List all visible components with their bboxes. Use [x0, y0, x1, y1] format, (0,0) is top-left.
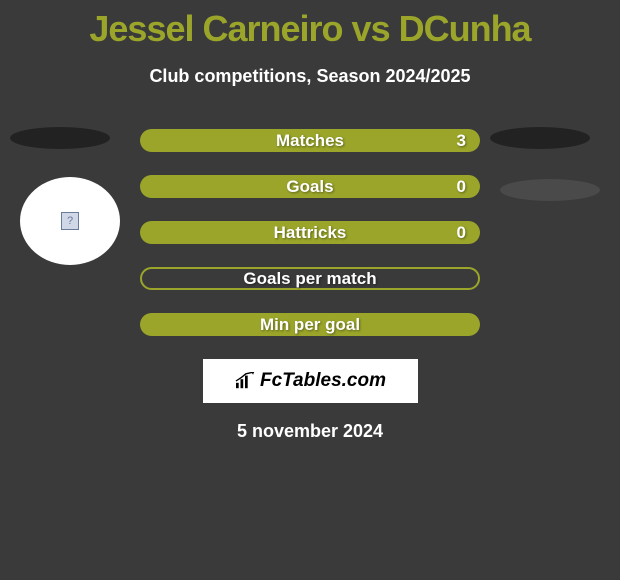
fctables-logo[interactable]: FcTables.com [203, 359, 418, 403]
comparison-subtitle: Club competitions, Season 2024/2025 [0, 66, 620, 87]
stat-row: Goals per match [0, 267, 620, 290]
stat-bar-goals-per-match: Goals per match [140, 267, 480, 290]
comparison-date: 5 november 2024 [0, 421, 620, 442]
stat-row: Min per goal [0, 313, 620, 336]
comparison-card: ? Jessel Carneiro vs DCunha Club competi… [0, 0, 620, 442]
stat-value: 3 [457, 131, 466, 151]
stat-label: Goals [286, 177, 333, 197]
stats-list: Matches 3 Goals 0 Hattricks 0 Goals per … [0, 129, 620, 336]
stat-label: Goals per match [243, 269, 376, 289]
stat-row: Matches 3 [0, 129, 620, 152]
stat-bar-goals: Goals 0 [140, 175, 480, 198]
stat-bar-hattricks: Hattricks 0 [140, 221, 480, 244]
stat-bar-matches: Matches 3 [140, 129, 480, 152]
comparison-title: Jessel Carneiro vs DCunha [0, 0, 620, 50]
stat-bar-min-per-goal: Min per goal [140, 313, 480, 336]
stat-value: 0 [457, 177, 466, 197]
stat-value: 0 [457, 223, 466, 243]
stat-row: Hattricks 0 [0, 221, 620, 244]
stat-row: Goals 0 [0, 175, 620, 198]
stat-label: Matches [276, 131, 344, 151]
logo-text: FcTables.com [260, 370, 386, 392]
stat-label: Hattricks [274, 223, 347, 243]
chart-icon [234, 372, 256, 390]
stat-label: Min per goal [260, 315, 360, 335]
